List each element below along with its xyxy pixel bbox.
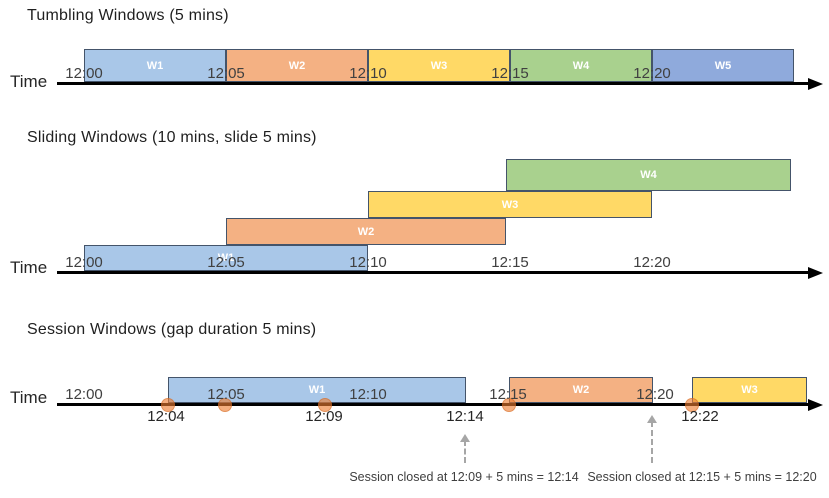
session-close-arrow: [464, 440, 466, 463]
time-axis-label: Time: [10, 258, 48, 277]
axis-tick-label: 12:00: [65, 386, 103, 403]
window-bar-w4: [506, 159, 791, 191]
window-bar-w3: [368, 191, 652, 218]
time-axis-arrowhead-icon: [808, 266, 823, 279]
window-bar-w2: [509, 377, 653, 403]
axis-tick-label: 12:15: [491, 254, 529, 271]
axis-tick-label: 12:05: [207, 254, 245, 271]
time-axis-line: [57, 403, 808, 406]
window-label-w5: W5: [714, 59, 732, 72]
time-axis-arrowhead-icon: [808, 77, 823, 90]
axis-tick-label: 12:10: [349, 386, 387, 403]
window-label-w2: W2: [572, 384, 590, 396]
axis-tick-label: 12:20: [633, 254, 671, 271]
axis-tick-label: 12:05: [207, 65, 245, 82]
section-title-session: Session Windows (gap duration 5 mins): [27, 321, 317, 338]
window-label-w1: W1: [217, 252, 235, 264]
time-axis-label: Time: [10, 388, 48, 407]
axis-tick-label: 12:15: [489, 386, 527, 403]
event-dot: [161, 398, 175, 412]
event-dot: [218, 398, 232, 412]
window-label-w3: W3: [430, 59, 448, 72]
window-label-w1: W1: [146, 59, 164, 72]
window-label-w3: W3: [501, 198, 519, 211]
event-time-label: 12:09: [305, 408, 343, 425]
time-axis-line: [57, 271, 808, 274]
window-label-w4: W4: [572, 59, 590, 72]
window-bar-w4: [510, 49, 652, 82]
window-label-w2: W2: [288, 59, 306, 72]
axis-tick-label: 12:20: [636, 386, 674, 403]
window-label-w4: W4: [640, 169, 657, 181]
event-dot: [502, 398, 516, 412]
window-label-w1: W1: [308, 384, 326, 396]
axis-tick-label: 12:05: [207, 386, 245, 403]
window-bar-w2: [226, 49, 368, 82]
axis-tick-label: 12:00: [65, 254, 103, 271]
session-close-arrowhead-icon: [647, 415, 657, 423]
time-axis-label: Time: [10, 72, 48, 91]
session-close-arrowhead-icon: [460, 434, 470, 442]
event-time-label: 12:14: [446, 408, 484, 425]
window-bar-w3: [368, 49, 510, 82]
window-label-w2: W2: [357, 225, 375, 238]
window-bar-w1: [84, 49, 226, 82]
session-close-annotation: Session closed at 12:15 + 5 mins = 12:20: [587, 470, 817, 484]
axis-tick-label: 12:15: [491, 65, 529, 82]
session-close-annotation: Session closed at 12:09 + 5 mins = 12:14: [349, 470, 579, 484]
window-bar-w5: [652, 49, 794, 82]
axis-tick-label: 12:20: [633, 65, 671, 82]
window-bar-w1: [84, 245, 368, 271]
window-label-w3: W3: [741, 384, 758, 396]
window-bar-w2: [226, 218, 506, 245]
event-time-label: 12:22: [681, 408, 719, 425]
axis-tick-label: 12:10: [349, 254, 387, 271]
axis-tick-label: 12:10: [349, 65, 387, 82]
window-bar-w3: [692, 377, 807, 403]
event-dot: [318, 398, 332, 412]
event-time-label: 12:04: [147, 408, 185, 425]
session-close-arrow: [651, 421, 653, 463]
window-bar-w1: [168, 377, 466, 403]
time-axis-line: [57, 82, 808, 85]
section-title-sliding: Sliding Windows (10 mins, slide 5 mins): [27, 129, 317, 146]
event-dot: [685, 398, 699, 412]
axis-tick-label: 12:00: [65, 65, 103, 82]
section-title-tumbling: Tumbling Windows (5 mins): [27, 7, 229, 24]
time-axis-arrowhead-icon: [808, 398, 823, 411]
